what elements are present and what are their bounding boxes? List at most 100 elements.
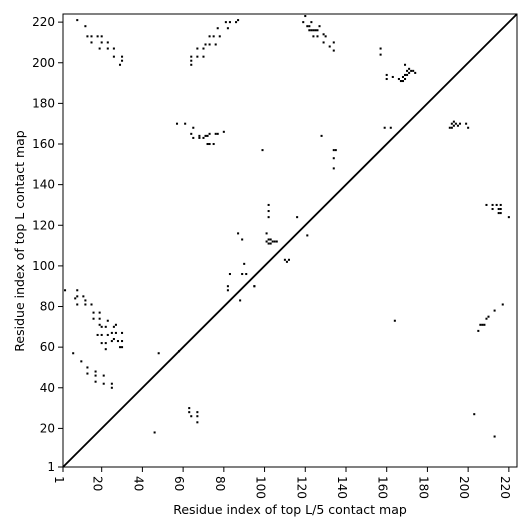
- contact-point: [267, 203, 270, 206]
- contact-point: [96, 333, 99, 336]
- y-tick-label: 120: [32, 218, 55, 232]
- x-axis-title: Residue index of top L/5 contact map: [173, 502, 407, 517]
- contact-point: [243, 262, 246, 265]
- contact-point: [401, 75, 405, 78]
- diagonal-line: [62, 13, 518, 468]
- contact-point: [379, 53, 382, 56]
- contact-point: [214, 132, 217, 135]
- x-tick-label: 220: [498, 476, 512, 499]
- contact-point: [404, 63, 407, 66]
- contact-point: [406, 69, 409, 72]
- contact-point: [106, 47, 109, 50]
- contact-point: [212, 35, 215, 38]
- contact-point: [190, 63, 193, 66]
- contact-point: [322, 33, 325, 36]
- contact-point: [106, 41, 109, 44]
- contact-point: [296, 216, 299, 219]
- contact-point: [308, 29, 311, 32]
- contact-point: [190, 59, 193, 62]
- contact-point: [157, 352, 160, 355]
- y-tick-label: 60: [40, 340, 55, 354]
- contact-point: [196, 421, 199, 424]
- contact-point: [82, 295, 85, 298]
- contact-point: [76, 19, 79, 22]
- contact-point: [465, 122, 468, 125]
- x-tick-label: 1: [52, 476, 66, 484]
- contact-point: [198, 134, 201, 137]
- y-tick-label: 180: [32, 96, 55, 110]
- contact-point: [320, 134, 323, 137]
- contact-point: [104, 342, 107, 345]
- contact-point: [192, 136, 195, 139]
- contact-point: [485, 317, 488, 320]
- contact-point: [391, 75, 394, 78]
- contact-point: [208, 43, 211, 46]
- contact-point: [206, 142, 209, 146]
- contact-point: [206, 134, 209, 137]
- contact-point: [94, 374, 97, 377]
- contact-point: [112, 338, 115, 341]
- contact-point: [192, 126, 195, 129]
- contact-point: [491, 203, 494, 206]
- y-tick-label: 100: [32, 259, 55, 273]
- contact-point: [106, 333, 109, 336]
- contact-point: [110, 382, 113, 385]
- contact-point: [383, 126, 386, 129]
- contact-point: [473, 413, 476, 416]
- contact-point: [202, 47, 205, 50]
- y-axis-title: Residue index of top L contact map: [12, 130, 27, 351]
- contact-point: [314, 29, 317, 32]
- contact-point: [102, 374, 105, 377]
- contact-point: [76, 289, 79, 292]
- contact-point: [94, 380, 97, 383]
- contact-point: [334, 149, 337, 152]
- contact-point: [74, 297, 77, 300]
- contact-point: [487, 315, 490, 318]
- contact-point: [208, 35, 211, 38]
- contact-point: [324, 35, 327, 38]
- contact-point: [399, 80, 402, 83]
- contact-point: [110, 331, 113, 334]
- contact-point: [269, 242, 272, 245]
- contact-point: [332, 149, 335, 152]
- x-tick-label: 180: [416, 476, 430, 499]
- contact-point: [499, 207, 502, 211]
- x-tick-label: 60: [172, 476, 186, 491]
- contact-point: [379, 47, 382, 50]
- contact-point: [454, 122, 457, 125]
- y-tick-label: 140: [32, 178, 55, 192]
- contact-point: [401, 80, 405, 83]
- contact-point: [96, 35, 99, 38]
- contact-point: [72, 352, 75, 355]
- contact-point: [493, 309, 496, 312]
- contact-point: [414, 71, 417, 74]
- contact-point: [265, 232, 268, 235]
- contact-point: [310, 21, 313, 24]
- contact-point: [175, 122, 179, 125]
- contact-point: [452, 124, 455, 127]
- contact-point: [408, 71, 411, 74]
- contact-point: [190, 132, 193, 135]
- contact-point: [98, 47, 101, 50]
- contact-point: [507, 216, 510, 219]
- x-tick-label: 160: [376, 476, 390, 499]
- contact-point: [224, 21, 227, 24]
- contact-point: [271, 240, 274, 243]
- contact-point: [208, 142, 211, 146]
- contact-point: [100, 41, 103, 44]
- contact-point: [285, 260, 288, 263]
- contact-point: [121, 346, 124, 349]
- contact-point: [497, 207, 500, 211]
- contact-point: [406, 73, 409, 76]
- contact-point: [408, 67, 411, 70]
- contact-point: [204, 43, 207, 46]
- contact-point: [497, 212, 500, 215]
- contact-point: [114, 331, 117, 334]
- contact-point: [86, 372, 89, 375]
- y-tick-label: 220: [32, 15, 55, 29]
- x-tick-label: 200: [457, 476, 471, 499]
- contact-point: [208, 132, 211, 135]
- contact-point: [456, 124, 459, 127]
- y-tick-label: 1: [47, 460, 55, 474]
